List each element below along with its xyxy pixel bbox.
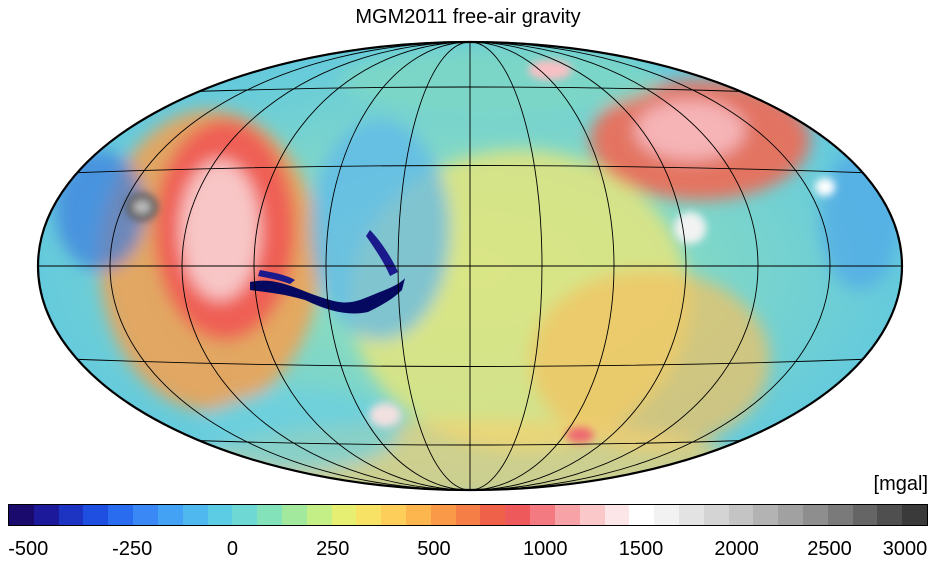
colorbar-segment [207,505,233,525]
colorbar [8,504,928,526]
colorbar-segment [778,505,803,525]
colorbar-segment [381,505,406,525]
colorbar-segment [654,505,679,525]
colorbar-segment [406,505,431,525]
colorbar-tick-label: 3000 [882,538,928,560]
colorbar-segment [455,505,481,525]
colorbar-segment [827,505,853,525]
colorbar-segment [604,505,630,525]
colorbar-tick-label: 1000 [523,538,568,560]
colorbar-segment [33,505,59,525]
colorbar-segment [182,505,208,525]
colorbar-segment [430,505,456,525]
map-boundary [36,40,904,492]
colorbar-segment [331,505,357,525]
colorbar-segment [257,505,282,525]
colorbar-segment [803,505,828,525]
colorbar-tick-label: 500 [417,538,451,560]
colorbar-segment [902,505,928,525]
colorbar-ticks: -500 -250 0 250 500 1000 1500 2000 2500 3000 [8,538,928,564]
colorbar-segment [133,505,158,525]
colorbar-segment [678,505,704,525]
colorbar-segment [58,505,84,525]
colorbar-segment [306,505,332,525]
colorbar-tick-label: 250 [316,538,350,560]
colorbar-segment [83,505,109,525]
colorbar-tick-label: 1500 [618,538,664,560]
colorbar-segment [281,505,307,525]
colorbar-segment [108,505,134,525]
colorbar-segment [852,505,878,525]
unit-label: [mgal] [873,473,928,495]
gravity-map [36,40,904,492]
colorbar-segment [554,505,580,525]
colorbar-segment [356,505,382,525]
colorbar-segment [753,505,779,525]
colorbar-segment [728,505,754,525]
colorbar-segment [505,505,531,525]
colorbar-tick-label: -500 [8,538,49,560]
valles-marineris-trough [250,278,405,314]
colorbar-segment [629,505,655,525]
colorbar-segment [480,505,506,525]
graticule [38,42,902,490]
colorbar-tick-label: -250 [112,538,153,560]
colorbar-segment [579,505,605,525]
colorbar-segment [703,505,729,525]
colorbar-segment [9,505,34,525]
colorbar-segment [530,505,555,525]
map-title: MGM2011 free-air gravity [355,6,581,28]
colorbar-segment [157,505,183,525]
colorbar-tick-label: 0 [226,538,239,560]
colorbar-tick-label: 2000 [714,538,759,560]
colorbar-tick-label: 2500 [807,538,852,560]
colorbar-segment [877,505,903,525]
colorbar-segment [232,505,258,525]
